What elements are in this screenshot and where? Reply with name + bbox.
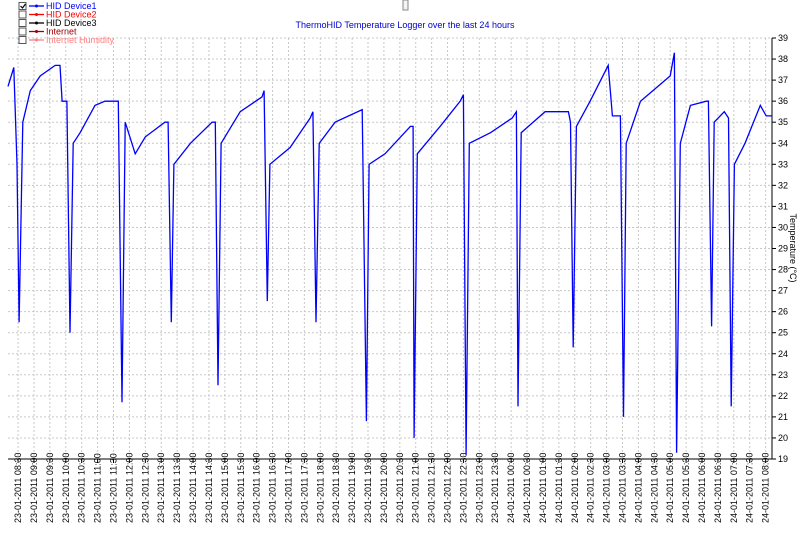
x-tick-label: 23-01-2011 19:00	[347, 453, 357, 523]
x-tick-label: 23-01-2011 08:30	[13, 453, 23, 523]
x-tick-label: 23-01-2011 09:00	[29, 453, 39, 523]
x-tick-label: 23-01-2011 11:00	[93, 453, 103, 523]
y-tick-label: 30	[778, 222, 788, 232]
y-tick-label: 33	[778, 159, 788, 169]
x-tick-label: 24-01-2011 03:30	[617, 453, 627, 523]
legend-marker	[35, 38, 38, 42]
legend-label: Internet	[46, 27, 77, 37]
x-tick-label: 23-01-2011 15:30	[236, 453, 246, 523]
x-tick-label: 24-01-2011 01:30	[554, 453, 564, 523]
x-tick-label: 23-01-2011 21:30	[427, 453, 437, 523]
x-tick-label: 24-01-2011 00:30	[522, 453, 532, 523]
y-tick-label: 31	[778, 201, 788, 211]
x-tick-label: 23-01-2011 18:30	[331, 453, 341, 523]
legend-label: HID Device1	[46, 1, 97, 11]
x-tick-label: 23-01-2011 20:30	[395, 453, 405, 523]
x-tick-label: 24-01-2011 07:30	[745, 453, 755, 523]
x-tick-label: 23-01-2011 10:30	[77, 453, 87, 523]
y-tick-label: 19	[778, 454, 788, 464]
x-tick-label: 23-01-2011 23:00	[474, 453, 484, 523]
x-tick-label: 23-01-2011 20:00	[379, 453, 389, 523]
y-tick-label: 26	[778, 307, 788, 317]
y-tick-label: 20	[778, 433, 788, 443]
x-tick-label: 23-01-2011 14:00	[188, 453, 198, 523]
x-tick-label: 23-01-2011 12:30	[140, 453, 150, 523]
x-tick-label: 24-01-2011 05:30	[681, 453, 691, 523]
y-axis-label: Temperature (°C)	[788, 213, 798, 282]
legend-label: HID Device2	[46, 10, 97, 20]
x-tick-label: 24-01-2011 03:00	[602, 453, 612, 523]
legend-marker	[35, 13, 38, 16]
x-tick-label: 23-01-2011 10:00	[61, 453, 71, 523]
x-tick-label: 24-01-2011 02:00	[570, 453, 580, 523]
legend-label: Internet Humidity	[46, 35, 115, 45]
x-tick-label: 23-01-2011 11:30	[109, 453, 119, 523]
x-tick-label: 24-01-2011 06:30	[713, 453, 723, 523]
data-line	[7, 52, 772, 455]
x-tick-label: 23-01-2011 16:30	[268, 453, 278, 523]
x-tick-label: 23-01-2011 17:30	[299, 453, 309, 523]
x-tick-label: 24-01-2011 02:30	[586, 453, 596, 523]
x-tick-label: 23-01-2011 22:00	[443, 453, 453, 523]
x-tick-label: 24-01-2011 00:00	[506, 453, 516, 523]
y-tick-label: 32	[778, 180, 788, 190]
x-tick-label: 24-01-2011 04:30	[649, 453, 659, 523]
x-tick-label: 23-01-2011 16:00	[252, 453, 262, 523]
x-tick-label: 23-01-2011 13:00	[156, 453, 166, 523]
y-tick-label: 24	[778, 349, 788, 359]
y-tick-label: 39	[778, 33, 788, 43]
x-tick-label: 23-01-2011 18:00	[315, 453, 325, 523]
y-tick-label: 36	[778, 96, 788, 106]
scroll-handle[interactable]	[402, 0, 409, 11]
x-tick-label: 23-01-2011 15:00	[220, 453, 230, 523]
y-tick-label: 27	[778, 286, 788, 296]
y-tick-label: 37	[778, 75, 788, 85]
x-tick-label: 24-01-2011 06:00	[697, 453, 707, 523]
legend-checkbox[interactable]	[18, 36, 27, 44]
x-tick-label: 23-01-2011 09:30	[45, 453, 55, 523]
x-tick-label: 23-01-2011 13:30	[172, 453, 182, 523]
x-tick-label: 23-01-2011 19:30	[363, 453, 373, 523]
x-tick-label: 24-01-2011 04:00	[633, 453, 643, 523]
y-tick-label: 28	[778, 265, 788, 275]
x-tick-label: 24-01-2011 08:00	[761, 453, 771, 523]
legend-checkbox[interactable]	[18, 2, 27, 10]
x-tick-label: 23-01-2011 14:30	[204, 453, 214, 523]
legend-marker	[35, 30, 38, 33]
legend-checkbox[interactable]	[18, 10, 27, 19]
x-tick-label: 24-01-2011 05:00	[665, 453, 675, 523]
x-tick-label: 24-01-2011 01:00	[538, 453, 548, 523]
x-tick-label: 23-01-2011 12:00	[124, 453, 134, 523]
y-tick-label: 25	[778, 328, 788, 338]
x-tick-label: 23-01-2011 23:30	[490, 453, 500, 523]
legend-marker	[35, 21, 38, 25]
y-tick-label: 22	[778, 391, 788, 401]
legend-marker	[35, 4, 38, 8]
y-tick-label: 21	[778, 412, 788, 422]
legend-label: HID Device3	[46, 18, 97, 28]
legend-checkbox[interactable]	[18, 27, 27, 36]
legend-checkbox[interactable]	[18, 19, 27, 27]
x-tick-label: 24-01-2011 07:00	[729, 453, 739, 523]
x-tick-label: 23-01-2011 21:00	[411, 453, 421, 523]
legend-check	[20, 3, 26, 9]
x-tick-label: 23-01-2011 22:30	[458, 453, 468, 523]
chart-title: ThermoHID Temperature Logger over the la…	[296, 20, 515, 30]
y-tick-label: 23	[778, 370, 788, 380]
y-tick-label: 34	[778, 138, 788, 148]
y-tick-label: 38	[778, 54, 788, 64]
y-tick-label: 29	[778, 244, 788, 254]
y-tick-label: 35	[778, 117, 788, 127]
x-tick-label: 23-01-2011 17:00	[283, 453, 293, 523]
